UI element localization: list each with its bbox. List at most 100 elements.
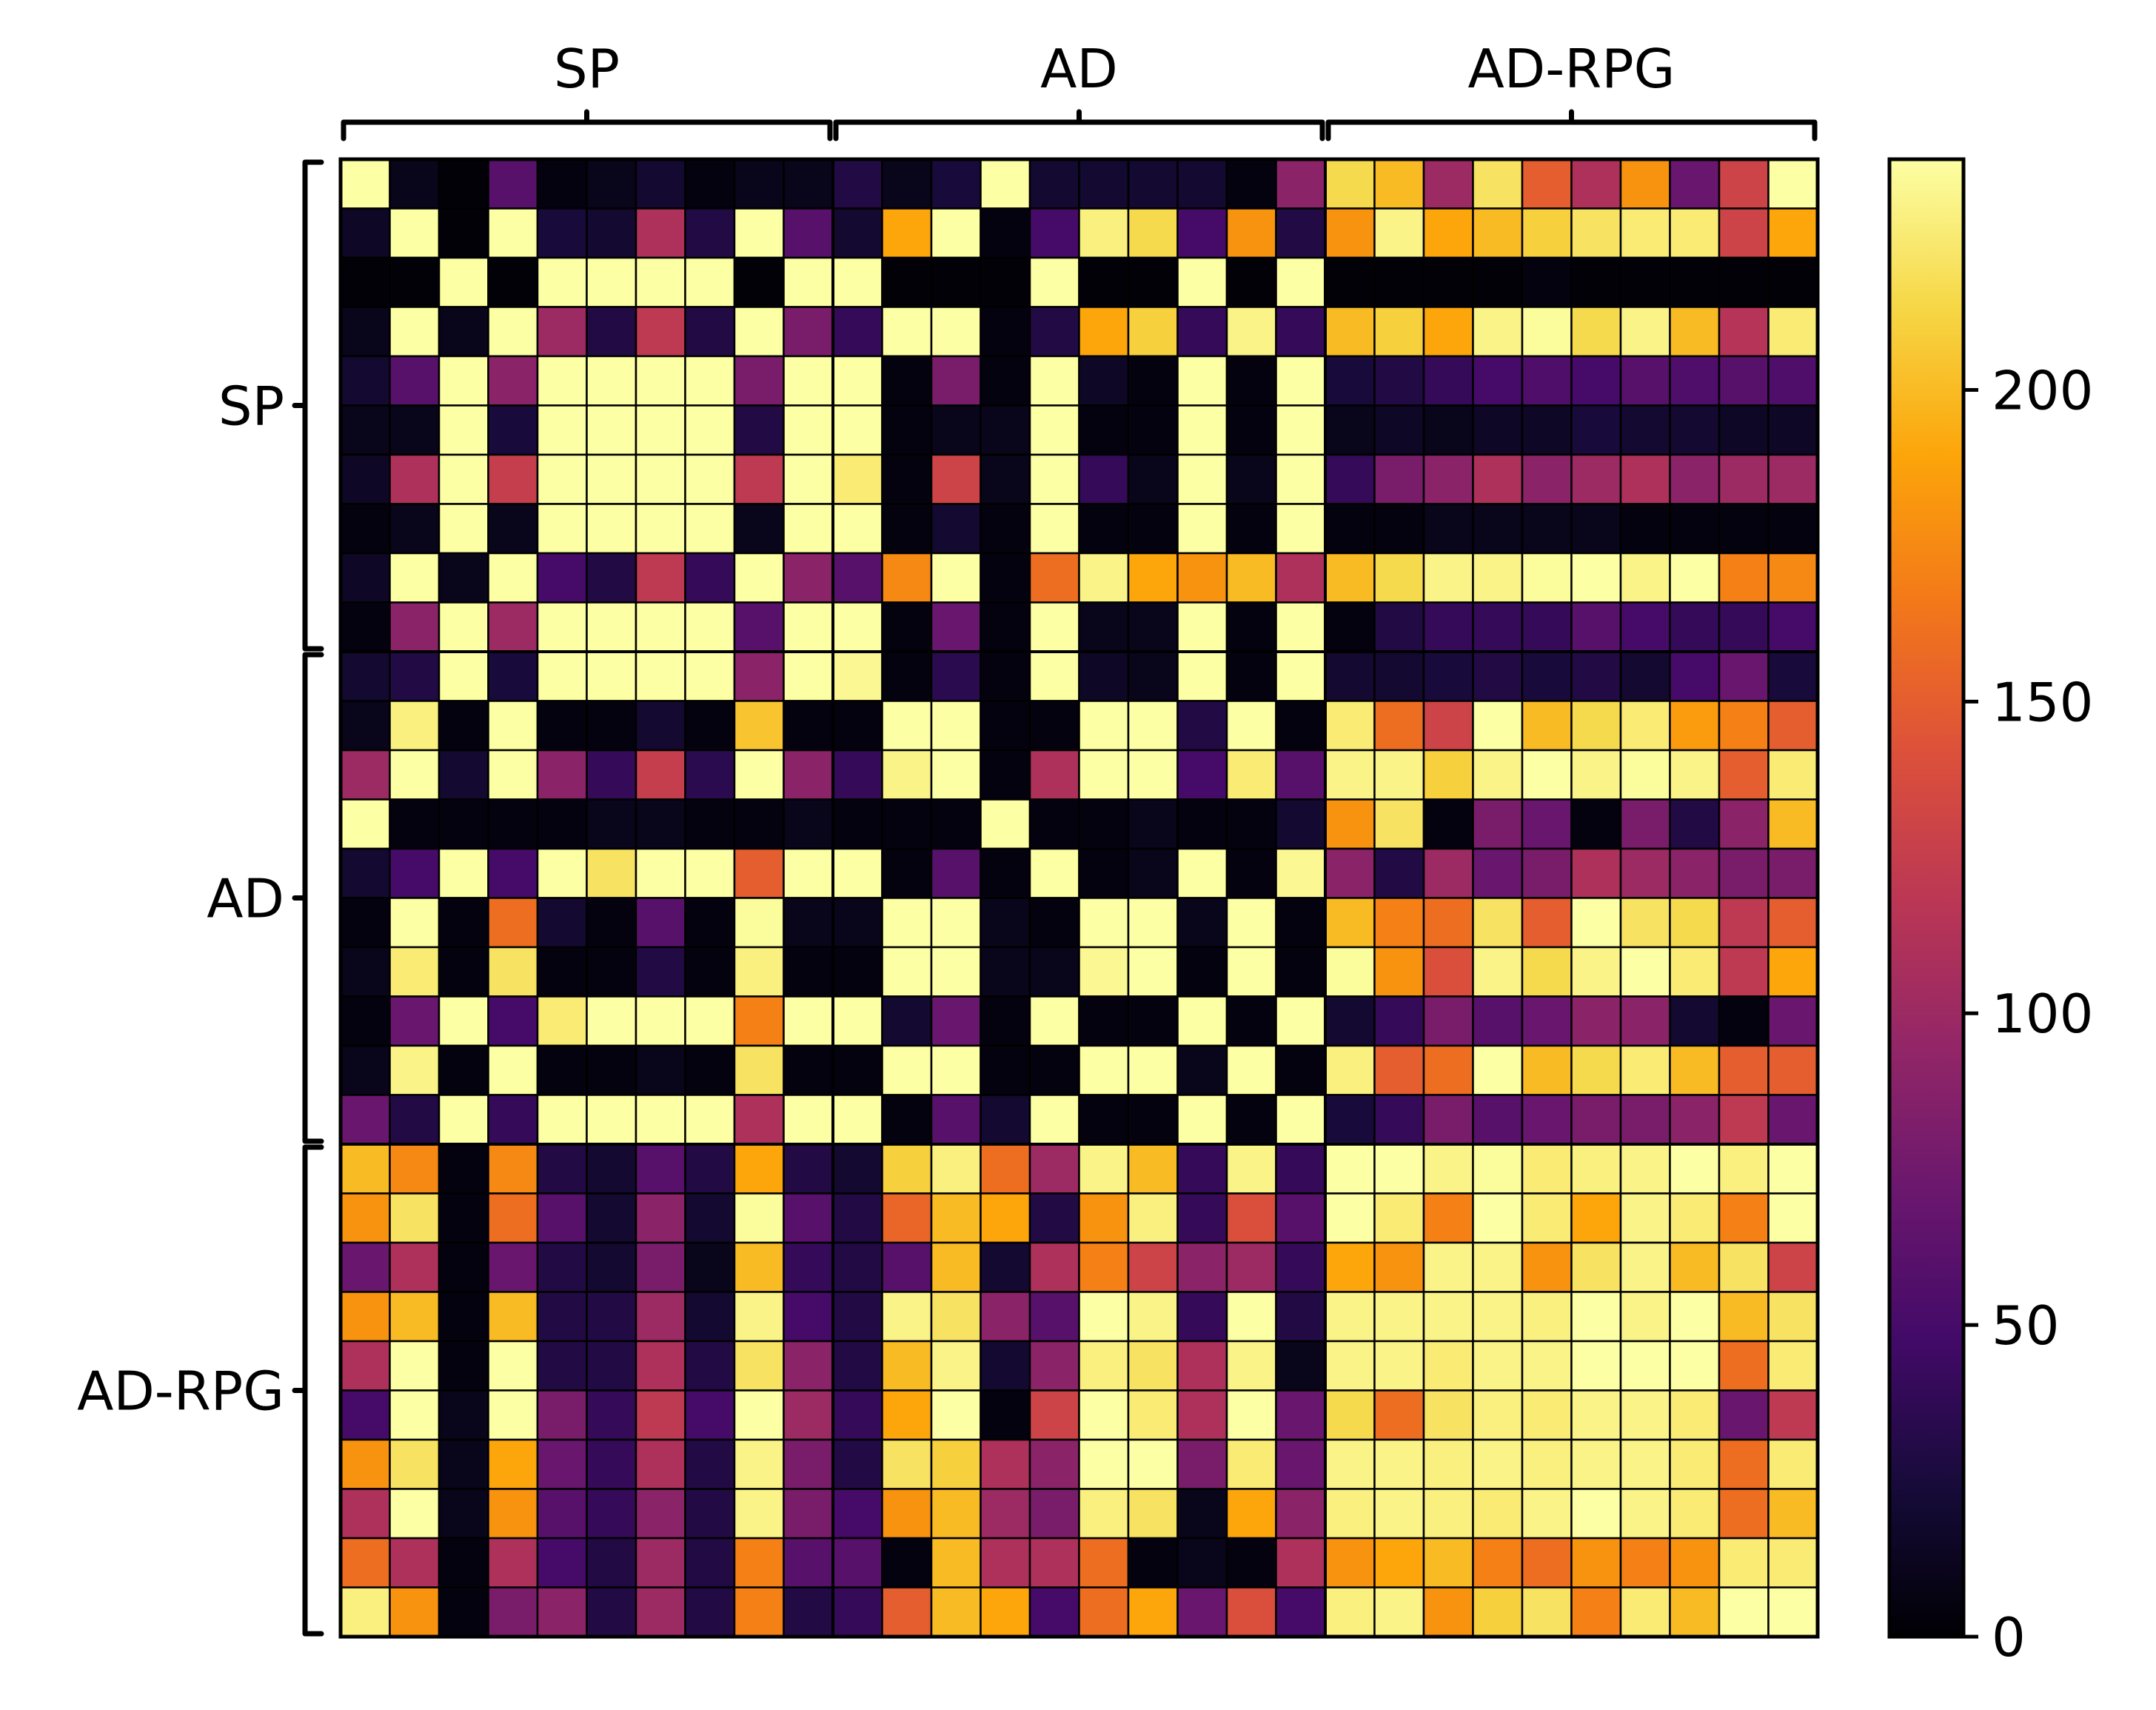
heatmap-cell [1275, 1586, 1327, 1638]
heatmap-cell [1127, 158, 1179, 210]
heatmap-cell [487, 1488, 539, 1540]
heatmap-cell [1127, 650, 1179, 702]
heatmap-cell [980, 1044, 1031, 1096]
heatmap-cell [487, 1389, 539, 1441]
left-group-label: AD-RPG [77, 1360, 284, 1423]
heatmap-cell [881, 1389, 933, 1441]
group-grid-lines [341, 159, 1818, 1637]
heatmap-cell [684, 1044, 736, 1096]
heatmap-cell [438, 995, 489, 1047]
colorbar-tick-label: 0 [1992, 1606, 2026, 1669]
heatmap-cell [1324, 1192, 1376, 1244]
heatmap-cell [1225, 601, 1277, 653]
heatmap-cell [635, 552, 686, 604]
heatmap-cell [783, 1537, 834, 1589]
heatmap-cell [536, 453, 588, 505]
heatmap-cell [1078, 503, 1130, 555]
heatmap-cell [1570, 798, 1622, 850]
heatmap-cell [635, 798, 686, 850]
heatmap-cell [980, 1340, 1031, 1392]
heatmap-cell [339, 1143, 391, 1195]
heatmap-cell [733, 1143, 785, 1195]
heatmap-cell [586, 700, 637, 752]
heatmap-cell [389, 1241, 441, 1293]
heatmap-cell [1373, 749, 1425, 801]
heatmap-cell [1521, 1389, 1573, 1441]
heatmap-cell [1225, 749, 1277, 801]
heatmap-cell [1373, 256, 1425, 308]
heatmap-cell [783, 1340, 834, 1392]
heatmap-cell [389, 1488, 441, 1540]
heatmap-cell [586, 1389, 637, 1441]
heatmap-cell [881, 946, 933, 998]
heatmap-cell [1028, 897, 1080, 949]
heatmap-cell [783, 552, 834, 604]
heatmap-cell [487, 552, 539, 604]
heatmap-cell [1275, 1044, 1327, 1096]
heatmap-cell [1718, 1143, 1770, 1195]
heatmap-cell [586, 601, 637, 653]
heatmap-cell [1669, 995, 1721, 1047]
heatmap-cell [339, 749, 391, 801]
heatmap-cell [1373, 1488, 1425, 1540]
heatmap-cell [389, 1537, 441, 1589]
heatmap-cell [1373, 1044, 1425, 1096]
heatmap-cell [635, 1044, 686, 1096]
heatmap-cell [536, 650, 588, 702]
heatmap-cell [1028, 1340, 1080, 1392]
heatmap-cell [1767, 601, 1819, 653]
heatmap-cell [1619, 1438, 1671, 1490]
heatmap-cell [831, 1094, 883, 1146]
heatmap-cell [1570, 1192, 1622, 1244]
heatmap-cell [1176, 995, 1228, 1047]
heatmap-cell [1078, 601, 1130, 653]
heatmap-cell [1275, 897, 1327, 949]
left-bracket [292, 159, 324, 652]
heatmap-cell [733, 847, 785, 899]
heatmap-cell [1078, 1044, 1130, 1096]
heatmap-cell [1669, 1143, 1721, 1195]
heatmap-cell [1324, 207, 1376, 259]
heatmap-cell [438, 552, 489, 604]
heatmap-cell [684, 650, 736, 702]
heatmap-cell [1521, 503, 1573, 555]
top-group-label: SP [554, 38, 620, 100]
heatmap-cell [980, 306, 1031, 358]
heatmap-cell [1275, 1488, 1327, 1540]
top-group-brackets: SP AD AD-RPG [341, 38, 1818, 141]
heatmap-cell [339, 995, 391, 1047]
heatmap-cell [1718, 1586, 1770, 1638]
heatmap-cell [586, 306, 637, 358]
heatmap-cell [1570, 847, 1622, 899]
heatmap-cell [487, 847, 539, 899]
heatmap-cell [930, 847, 982, 899]
heatmap-cell [586, 650, 637, 702]
heatmap-cell [831, 453, 883, 505]
heatmap-cell [389, 847, 441, 899]
heatmap-cell [1422, 1192, 1474, 1244]
heatmap-cell [536, 749, 588, 801]
heatmap-cell [1078, 995, 1130, 1047]
heatmap-cell [1373, 1438, 1425, 1490]
heatmap-cell [1324, 503, 1376, 555]
heatmap-cell [1669, 1094, 1721, 1146]
heatmap-cell [881, 749, 933, 801]
heatmap-cell [1127, 1044, 1179, 1096]
heatmap-cell [1767, 207, 1819, 259]
heatmap-cell [1028, 207, 1080, 259]
heatmap-cell [635, 995, 686, 1047]
heatmap-cell [930, 798, 982, 850]
heatmap-cell [438, 207, 489, 259]
heatmap-cell [1324, 897, 1376, 949]
heatmap-cell [1373, 1291, 1425, 1343]
heatmap-cell [536, 355, 588, 407]
heatmap-cell [1127, 1389, 1179, 1441]
heatmap-cell [1669, 601, 1721, 653]
heatmap-cell [1225, 1291, 1277, 1343]
heatmap-cell [389, 1291, 441, 1343]
heatmap-cell [487, 601, 539, 653]
heatmap-cell [1619, 1537, 1671, 1589]
heatmap-cell [1028, 650, 1080, 702]
heatmap-cell [1718, 1488, 1770, 1540]
